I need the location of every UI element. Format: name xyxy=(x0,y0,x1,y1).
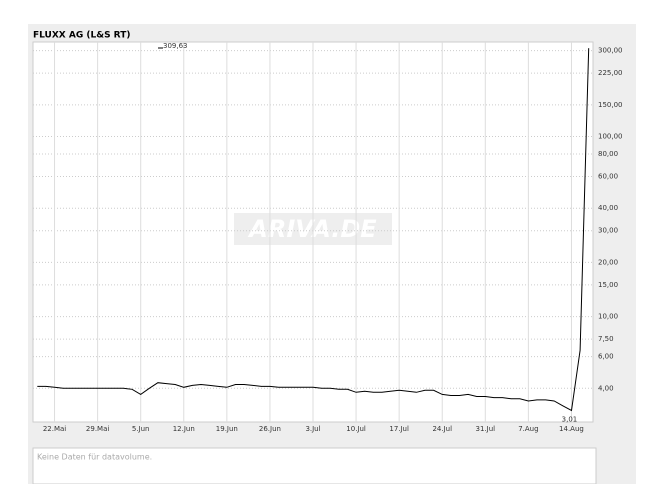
y-tick-label: 150,00 xyxy=(598,101,623,109)
y-tick-label: 6,00 xyxy=(598,353,614,361)
y-tick-label: 30,00 xyxy=(598,227,618,235)
x-tick-label: 31.Jul xyxy=(476,425,496,433)
x-tick-label: 10.Jul xyxy=(346,425,366,433)
x-tick-label: 22.Mai xyxy=(43,425,66,433)
y-tick-label: 80,00 xyxy=(598,150,618,158)
chart-title: FLUXX AG (L&S RT) xyxy=(33,31,130,41)
volume-area xyxy=(32,447,597,485)
watermark: ARIVA.DE xyxy=(247,215,377,243)
x-tick-label: 24.Jul xyxy=(432,425,452,433)
y-tick-label: 10,00 xyxy=(598,313,618,321)
annotation: 309,63 xyxy=(163,42,188,50)
x-tick-label: 29.Mai xyxy=(86,425,109,433)
y-tick-label: 300,00 xyxy=(598,47,623,55)
x-tick-label: 7.Aug xyxy=(518,425,538,433)
x-tick-label: 17.Jul xyxy=(389,425,409,433)
y-tick-label: 40,00 xyxy=(598,204,618,212)
y-tick-label: 225,00 xyxy=(598,69,623,77)
y-tick-label: 100,00 xyxy=(598,133,623,141)
y-tick-label: 20,00 xyxy=(598,258,618,266)
y-tick-label: 4,00 xyxy=(598,384,614,392)
x-tick-label: 3.Jul xyxy=(305,425,320,433)
y-tick-label: 7,50 xyxy=(598,335,614,343)
volume-note: Keine Daten für datavolume. xyxy=(37,453,152,462)
y-tick-label: 60,00 xyxy=(598,173,618,181)
y-tick-label: 15,00 xyxy=(598,281,618,289)
x-tick-label: 19.Jun xyxy=(216,425,238,433)
x-tick-label: 12.Jun xyxy=(173,425,195,433)
annotation: 3,01 xyxy=(562,416,578,424)
x-tick-label: 26.Jun xyxy=(259,425,281,433)
x-tick-label: 5.Jun xyxy=(132,425,150,433)
price-line xyxy=(37,48,590,412)
x-tick-label: 14.Aug xyxy=(559,425,584,433)
